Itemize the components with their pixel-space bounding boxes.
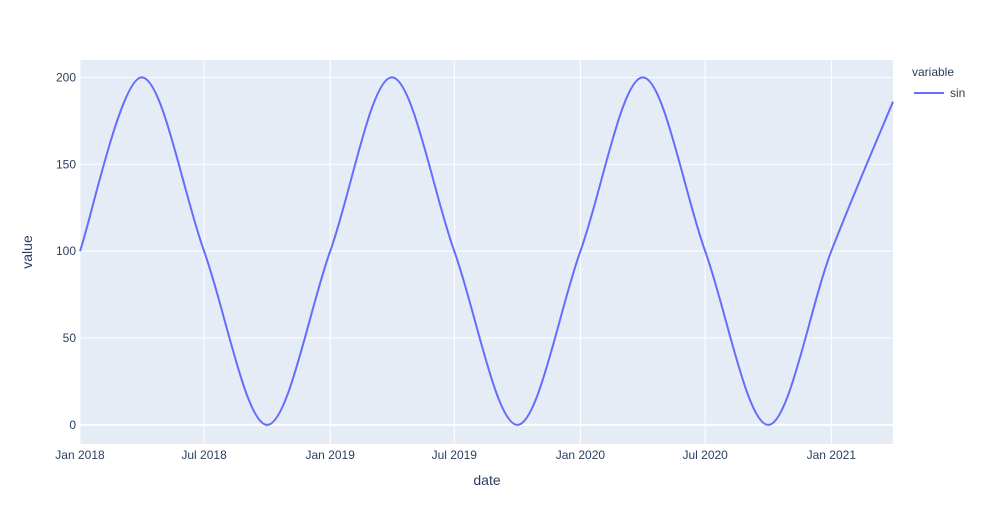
legend-label-sin: sin xyxy=(950,86,965,100)
y-tick-labels: 0 50 100 150 200 xyxy=(56,70,76,432)
plot-background xyxy=(80,60,893,444)
y-tick-label: 200 xyxy=(56,70,76,84)
x-tick-label: Jul 2018 xyxy=(181,448,227,462)
y-gridlines xyxy=(80,76,893,426)
x-tick-label: Jan 2018 xyxy=(55,448,105,462)
series-lines xyxy=(79,76,894,426)
x-tick-label: Jan 2020 xyxy=(556,448,606,462)
x-tick-labels: Jan 2018 Jul 2018 Jan 2019 Jul 2019 Jan 2020… xyxy=(55,448,856,462)
x-tick-label: Jul 2020 xyxy=(682,448,728,462)
y-axis-title: value xyxy=(19,235,35,269)
x-tick-label: Jul 2019 xyxy=(432,448,478,462)
y-tick-label: 0 xyxy=(69,418,76,432)
y-tick-label: 150 xyxy=(56,157,76,171)
x-tick-label: Jan 2019 xyxy=(306,448,356,462)
series-line-sin xyxy=(79,76,894,426)
legend[interactable]: variable sin xyxy=(912,65,965,100)
x-tick-label: Jan 2021 xyxy=(807,448,857,462)
y-tick-label: 50 xyxy=(63,331,77,345)
x-axis-title: date xyxy=(473,472,500,488)
legend-title: variable xyxy=(912,65,954,79)
y-tick-label: 100 xyxy=(56,244,76,258)
